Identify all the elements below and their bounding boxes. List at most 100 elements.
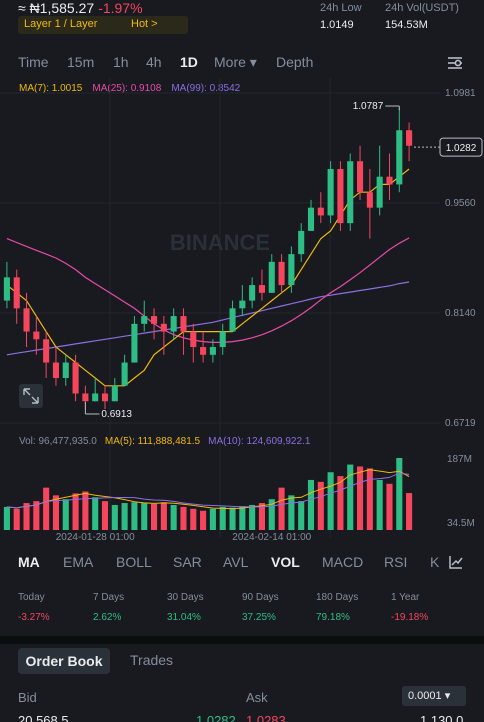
chart-annotations: 1.0787 0.6913 1.0282 [84, 101, 483, 420]
candle-body [170, 316, 177, 332]
perf-value-180d: 79.18% [316, 612, 350, 623]
volume-bar [347, 464, 354, 530]
candle-body [82, 393, 89, 402]
ma-legend: MA(7): 1.0015 MA(25): 0.9108 MA(99): 0.854… [19, 83, 250, 94]
candle-body [317, 207, 324, 216]
precision-select[interactable]: 0.0001 ▾ [402, 686, 466, 706]
category-label: Layer 1 / Layer [24, 18, 98, 30]
chart-settings-icon[interactable] [446, 54, 464, 72]
candle-body [121, 362, 128, 386]
section-divider [0, 636, 484, 644]
vol-ma10-legend: MA(10): 124,609,922.1 [208, 436, 311, 447]
price-chart[interactable]: BINANCE 1.0981 0.9560 0.8140 0.6719 1.0787 0… [0, 78, 484, 546]
price-axis: 1.0981 0.9560 0.8140 0.6719 [445, 88, 476, 429]
candle-body [160, 323, 167, 332]
ma7-legend: MA(7): 1.0015 [19, 83, 83, 94]
perf-label-1y: 1 Year [391, 592, 420, 603]
volume-bar [82, 491, 89, 530]
volume-bar [131, 502, 138, 530]
ind-rsi[interactable]: RSI [384, 554, 408, 570]
tab-more[interactable]: More ▾ [214, 54, 257, 70]
tab-time[interactable]: Time [18, 54, 49, 70]
candle-body [52, 362, 59, 379]
ma25-line [6, 237, 410, 343]
candle-body [209, 347, 216, 355]
candle-body [366, 192, 373, 208]
volume-bar [141, 503, 148, 530]
volume-bar [376, 479, 383, 530]
price-tick-label: 0.6719 [445, 418, 476, 429]
price-tick-label: 0.8140 [445, 308, 476, 319]
volume-tick-label: 34.5M [447, 518, 475, 529]
time-tick-label: 2024-02-14 01:00 [232, 532, 311, 543]
candle-body [396, 130, 403, 185]
stat-vol-value: 154.53M [385, 19, 428, 31]
volume-bar [13, 508, 20, 530]
volume-bar [317, 481, 324, 530]
ind-ema[interactable]: EMA [63, 554, 94, 570]
tab-15m[interactable]: 15m [67, 54, 95, 70]
volume-bar [249, 504, 256, 530]
candle-body [92, 393, 99, 402]
ind-ma[interactable]: MA [18, 554, 40, 570]
perf-label-30d: 30 Days [167, 592, 204, 603]
current-price-box [439, 137, 483, 157]
candle-body [249, 285, 256, 301]
volume-bar [327, 472, 334, 530]
volume-bar [101, 501, 109, 530]
perf-value-90d: 37.25% [242, 612, 276, 623]
time-axis: 2024-01-28 01:00 2024-02-14 01:00 [56, 532, 312, 543]
tab-order-book[interactable]: Order Book [18, 648, 110, 674]
candle-body [357, 161, 364, 193]
high-label: 1.0787 [353, 101, 384, 112]
volume-bar [33, 501, 40, 530]
ind-vol[interactable]: VOL [271, 554, 300, 570]
candle-body [111, 385, 118, 402]
candle-body [3, 277, 10, 301]
candle-body [406, 130, 413, 146]
volume-bar [298, 501, 305, 530]
category-tag[interactable]: Layer 1 / Layer Hot > [18, 16, 188, 34]
candle-body [239, 300, 246, 309]
ind-boll[interactable]: BOLL [116, 554, 152, 570]
volume-bar [278, 487, 285, 530]
candle-body [131, 323, 138, 363]
tab-depth[interactable]: Depth [276, 54, 314, 70]
candle-body [386, 176, 393, 185]
volume-bar [200, 510, 207, 530]
price-tick-label: 0.9560 [445, 198, 476, 209]
volume-bar [386, 483, 393, 530]
tab-4h[interactable]: 4h [146, 54, 162, 70]
candle-body [337, 168, 344, 224]
indicator-settings-icon[interactable] [448, 554, 464, 570]
volume-bar [406, 493, 413, 530]
volume-bar [366, 468, 373, 530]
ind-macd[interactable]: MACD [322, 554, 364, 570]
volume-bar [268, 499, 275, 530]
ind-sar[interactable]: SAR [173, 554, 202, 570]
candle-body [219, 331, 226, 348]
current-price-label: 1.0282 [446, 143, 477, 154]
ma99-legend: MA(99): 0.8542 [171, 83, 241, 94]
candle-body [33, 331, 40, 340]
ask-price: 1.0283 [246, 713, 286, 722]
candle-body [347, 161, 354, 224]
tab-1h[interactable]: 1h [113, 54, 129, 70]
fullscreen-icon[interactable] [19, 384, 43, 408]
ind-avl[interactable]: AVL [223, 554, 249, 570]
candle-body [229, 308, 236, 332]
candle-body [288, 254, 295, 286]
tab-1d[interactable]: 1D [180, 54, 198, 70]
candle-body [62, 362, 69, 379]
candle-body [43, 339, 50, 363]
ind-kdj[interactable]: KI [430, 554, 440, 570]
stat-vol-label: 24h Vol(USDT) [385, 2, 459, 14]
tab-trades[interactable]: Trades [130, 652, 174, 668]
candle-body [13, 277, 20, 309]
candle-body [376, 176, 383, 208]
volume-bar [396, 458, 403, 530]
ask-header: Ask [246, 690, 268, 705]
candle-body [180, 316, 187, 332]
volume-bar [307, 479, 315, 530]
volume-bar [62, 499, 69, 530]
